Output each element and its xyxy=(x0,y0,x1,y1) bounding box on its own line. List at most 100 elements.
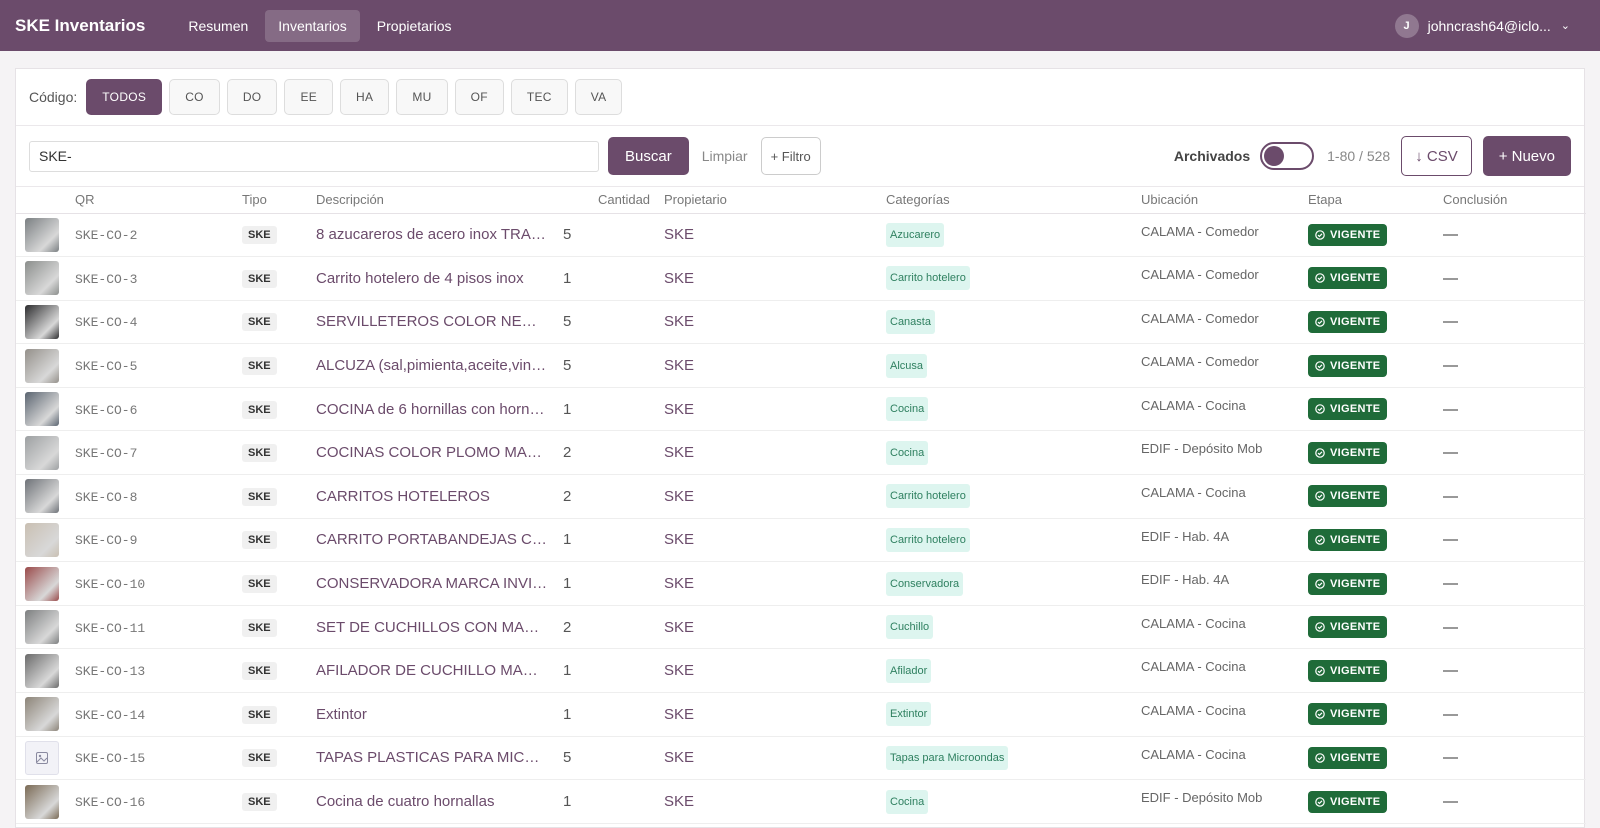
category-tag[interactable]: Alcusa xyxy=(886,353,928,378)
header-ubicacion[interactable]: Ubicación xyxy=(1141,187,1308,214)
category-tag[interactable]: Extintor xyxy=(886,702,932,727)
item-thumbnail[interactable] xyxy=(25,522,59,557)
header-descripcion[interactable]: Descripción xyxy=(316,187,563,214)
item-thumbnail[interactable] xyxy=(25,392,59,427)
search-button[interactable]: Buscar xyxy=(608,137,689,175)
item-thumbnail[interactable] xyxy=(25,217,59,252)
csv-export-button[interactable]: ↓ CSV xyxy=(1401,136,1472,176)
owner-link[interactable]: SKE xyxy=(664,487,695,505)
qr-code[interactable]: SKE-CO-9 xyxy=(75,533,138,549)
owner-link[interactable]: SKE xyxy=(664,705,695,723)
qr-code[interactable]: SKE-CO-10 xyxy=(75,577,146,593)
owner-link[interactable]: SKE xyxy=(664,444,695,462)
table-row[interactable]: SKE-CO-6 SKE COCINA de 6 hornillas con hor… xyxy=(16,387,1586,432)
qr-code[interactable]: SKE-CO-6 xyxy=(75,402,138,418)
item-description-link[interactable]: ALCUZA (sal,pimienta,aceite,vinagre) xyxy=(316,357,548,375)
qr-code[interactable]: SKE-CO-8 xyxy=(75,489,138,505)
header-categorias[interactable]: Categorías xyxy=(886,187,1141,214)
table-row[interactable]: SKE-CO-2 SKE 8 azucareros de acero inox TR… xyxy=(16,213,1586,258)
code-button-todos[interactable]: TODOS xyxy=(86,79,163,115)
qr-code[interactable]: SKE-CO-7 xyxy=(75,446,138,462)
category-tag[interactable]: Carrito hotelero xyxy=(886,527,970,552)
qr-code[interactable]: SKE-CO-2 xyxy=(75,228,138,244)
category-tag[interactable]: Cocina xyxy=(886,440,929,465)
category-tag[interactable]: Azucarero xyxy=(886,222,945,247)
item-description-link[interactable]: Carrito hotelero de 4 pisos inox xyxy=(316,269,524,287)
filter-button[interactable]: + Filtro xyxy=(760,137,821,175)
new-item-button[interactable]: + Nuevo xyxy=(1482,136,1571,176)
item-thumbnail[interactable] xyxy=(25,653,59,688)
category-tag[interactable]: Afilador xyxy=(886,658,932,683)
qr-code[interactable]: SKE-CO-15 xyxy=(75,751,146,767)
item-description-link[interactable]: SERVILLETEROS COLOR NEGRO xyxy=(316,313,548,331)
category-tag[interactable]: Tapas para Microondas xyxy=(886,745,1009,770)
item-description-link[interactable]: CARRITOS HOTELEROS xyxy=(316,487,490,505)
nav-link-propietarios[interactable]: Propietarios xyxy=(376,17,452,34)
owner-link[interactable]: SKE xyxy=(664,226,695,244)
item-thumbnail[interactable] xyxy=(25,784,59,819)
item-description-link[interactable]: COCINAS COLOR PLOMO MARCA INDURA xyxy=(316,444,548,462)
owner-link[interactable]: SKE xyxy=(664,531,695,549)
owner-link[interactable]: SKE xyxy=(664,313,695,331)
code-button-mu[interactable]: MU xyxy=(396,79,448,115)
app-brand[interactable]: SKE Inventarios xyxy=(15,15,146,35)
clear-link[interactable]: Limpiar xyxy=(701,148,748,164)
header-etapa[interactable]: Etapa xyxy=(1308,187,1443,214)
table-row[interactable]: SKE-CO-14 SKE Extintor 1 SKE Extintor CALAMA -… xyxy=(16,692,1586,737)
table-row[interactable]: SKE-CO-15 SKE TAPAS PLASTICAS PARA MICROON… xyxy=(16,736,1586,781)
owner-link[interactable]: SKE xyxy=(664,269,695,287)
table-row[interactable]: SKE-CO-11 SKE SET DE CUCHILLOS CON MANGO N… xyxy=(16,605,1586,650)
owner-link[interactable]: SKE xyxy=(664,793,695,811)
item-description-link[interactable]: TAPAS PLASTICAS PARA MICROONDAS xyxy=(316,749,548,767)
header-tipo[interactable]: Tipo xyxy=(242,187,316,214)
code-button-tec[interactable]: TEC xyxy=(510,79,568,115)
item-thumbnail[interactable] xyxy=(25,304,59,339)
qr-code[interactable]: SKE-CO-13 xyxy=(75,664,146,680)
qr-code[interactable]: SKE-CO-14 xyxy=(75,707,146,723)
table-row[interactable]: SKE-CO-4 SKE SERVILLETEROS COLOR NEGRO 5 SKE… xyxy=(16,300,1586,345)
owner-link[interactable]: SKE xyxy=(664,575,695,593)
item-description-link[interactable]: Extintor xyxy=(316,705,367,723)
qr-code[interactable]: SKE-CO-5 xyxy=(75,359,138,375)
item-description-link[interactable]: SET DE CUCHILLOS CON MANGO NEGRO xyxy=(316,618,548,636)
header-conclusion[interactable]: Conclusión xyxy=(1443,187,1586,214)
header-cantidad[interactable]: Cantidad xyxy=(563,187,664,214)
item-thumbnail[interactable] xyxy=(25,435,59,470)
header-qr[interactable]: QR xyxy=(75,187,242,214)
code-button-va[interactable]: VA xyxy=(574,79,623,115)
table-row[interactable]: SKE-CO-9 SKE CARRITO PORTABANDEJAS CON RUE… xyxy=(16,518,1586,563)
qr-code[interactable]: SKE-CO-16 xyxy=(75,795,146,811)
item-description-link[interactable]: Cocina de cuatro hornallas xyxy=(316,793,495,811)
user-menu[interactable]: J johncrash64@iclo... ⌄ xyxy=(1394,13,1570,38)
item-description-link[interactable]: 8 azucareros de acero inox TRAMONTINA xyxy=(316,226,548,244)
owner-link[interactable]: SKE xyxy=(664,618,695,636)
owner-link[interactable]: SKE xyxy=(664,357,695,375)
category-tag[interactable]: Carrito hotelero xyxy=(886,266,970,291)
item-thumbnail[interactable] xyxy=(25,697,59,732)
item-thumbnail[interactable] xyxy=(25,566,59,601)
qr-code[interactable]: SKE-CO-3 xyxy=(75,271,138,287)
item-thumbnail[interactable] xyxy=(25,610,59,645)
item-description-link[interactable]: AFILADOR DE CUCHILLO MARCA TRAMONTINA xyxy=(316,662,548,680)
table-row[interactable]: SKE-CO-10 SKE CONSERVADORA MARCA INVICTA R… xyxy=(16,561,1586,606)
category-tag[interactable]: Canasta xyxy=(886,309,935,334)
qr-code[interactable]: SKE-CO-4 xyxy=(75,315,138,331)
table-row[interactable]: SKE-CO-3 SKE Carrito hotelero de 4 pisos i… xyxy=(16,256,1586,301)
item-thumbnail[interactable] xyxy=(25,479,59,514)
category-tag[interactable]: Carrito hotelero xyxy=(886,484,970,509)
code-button-do[interactable]: DO xyxy=(226,79,278,115)
code-button-ee[interactable]: EE xyxy=(284,79,334,115)
header-propietario[interactable]: Propietario xyxy=(664,187,886,214)
owner-link[interactable]: SKE xyxy=(664,662,695,680)
category-tag[interactable]: Cuchillo xyxy=(886,615,934,640)
code-button-ha[interactable]: HA xyxy=(340,79,390,115)
table-row[interactable]: SKE-CO-8 SKE CARRITOS HOTELEROS 2 SKE Carrito… xyxy=(16,474,1586,519)
qr-code[interactable]: SKE-CO-11 xyxy=(75,620,146,636)
table-row[interactable]: SKE-CO-7 SKE COCINAS COLOR PLOMO MARCA IND… xyxy=(16,430,1586,476)
code-button-of[interactable]: OF xyxy=(454,79,504,115)
owner-link[interactable]: SKE xyxy=(664,400,695,418)
item-thumbnail[interactable] xyxy=(25,348,59,383)
category-tag[interactable]: Cocina xyxy=(886,789,929,814)
category-tag[interactable]: Conservadora xyxy=(886,571,964,596)
archived-toggle[interactable] xyxy=(1260,142,1315,170)
